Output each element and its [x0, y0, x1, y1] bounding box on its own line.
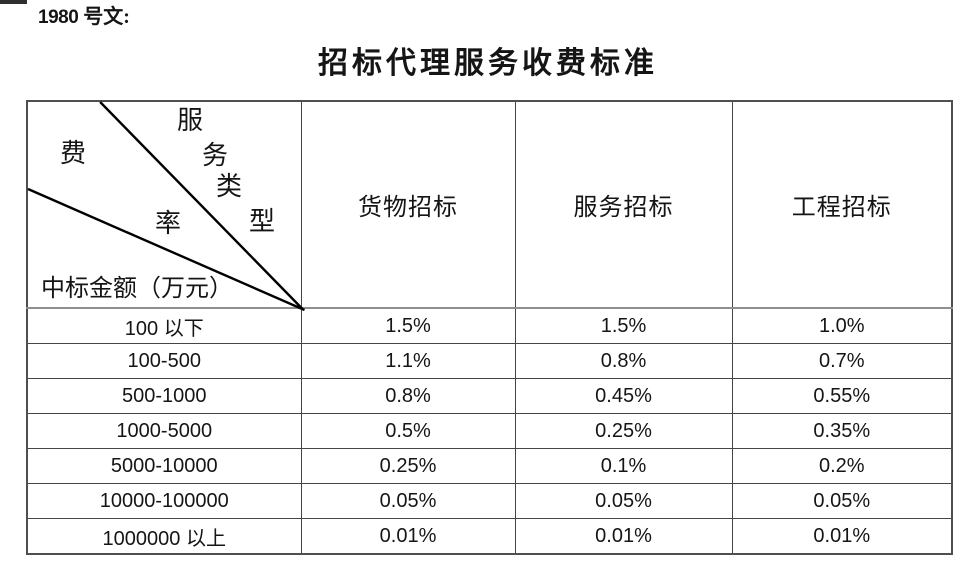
fee-cell: 0.25%: [300, 448, 516, 484]
table-row: 1000000 以上 0.01% 0.01% 0.01%: [26, 518, 953, 555]
corner-service-type-char-4: 型: [249, 207, 276, 236]
corner-service-type-char-3: 类: [216, 172, 243, 201]
row-label: 10000-100000: [26, 483, 302, 519]
fee-cell: 0.01%: [514, 518, 733, 555]
scan-artifact-mark: [0, 0, 27, 4]
corner-header-cell: 服 务 类 型 费 率 中标金额（万元）: [26, 100, 305, 312]
fee-cell: 0.8%: [514, 343, 733, 379]
table-header-row: 服 务 类 型 费 率 中标金额（万元） 货物招标 服务招标 工程招标: [26, 100, 953, 312]
corner-rate-char-2: 率: [155, 209, 182, 238]
fee-cell: 0.2%: [731, 448, 953, 484]
fee-cell: 0.55%: [731, 378, 953, 414]
corner-amount-axis-label: 中标金额（万元）: [41, 276, 233, 302]
fee-cell: 0.25%: [514, 413, 733, 449]
fee-cell: 1.0%: [731, 307, 953, 344]
diagonal-lines: [27, 101, 305, 312]
table-row: 5000-10000 0.25% 0.1% 0.2%: [26, 448, 953, 484]
doc-number: 1980 号文:: [38, 5, 130, 30]
table-row: 1000-5000 0.5% 0.25% 0.35%: [26, 413, 953, 449]
fee-cell: 0.45%: [514, 378, 733, 414]
table-row: 100 以下 1.5% 1.5% 1.0%: [26, 307, 953, 344]
row-label: 1000000 以上: [26, 518, 302, 555]
column-header-goods-bidding: 货物招标: [300, 100, 516, 309]
row-label: 5000-10000: [26, 448, 302, 484]
row-label: 1000-5000: [26, 413, 302, 449]
fee-cell: 0.7%: [731, 343, 953, 379]
row-label: 100 以下: [26, 307, 302, 344]
corner-rate-char-1: 费: [60, 139, 87, 168]
fee-cell: 0.05%: [731, 483, 953, 519]
diagonal-line-upper: [99, 101, 304, 310]
fee-cell: 0.1%: [514, 448, 733, 484]
fee-cell: 1.1%: [300, 343, 516, 379]
row-label: 100-500: [26, 343, 302, 379]
fee-cell: 1.5%: [514, 307, 733, 344]
table-row: 10000-100000 0.05% 0.05% 0.05%: [26, 483, 953, 519]
column-header-works-bidding: 工程招标: [731, 100, 953, 309]
fee-cell: 0.8%: [300, 378, 516, 414]
doc-number-label: 号文:: [78, 6, 130, 28]
fee-cell: 0.05%: [514, 483, 733, 519]
table-row: 100-500 1.1% 0.8% 0.7%: [26, 343, 953, 379]
row-label: 500-1000: [26, 378, 302, 414]
fee-cell: 1.5%: [300, 307, 516, 344]
diagonal-line-lower: [27, 187, 305, 312]
column-header-service-bidding: 服务招标: [514, 100, 733, 309]
fee-cell: 0.05%: [300, 483, 516, 519]
fee-cell: 0.5%: [300, 413, 516, 449]
fee-cell: 0.01%: [300, 518, 516, 555]
fee-cell: 0.35%: [731, 413, 953, 449]
corner-service-type-char-1: 服: [177, 106, 204, 135]
table-row: 500-1000 0.8% 0.45% 0.55%: [26, 378, 953, 414]
doc-number-value: 1980: [38, 7, 79, 28]
corner-service-type-char-2: 务: [202, 141, 229, 170]
page-title: 招标代理服务收费标准: [318, 47, 658, 80]
fee-table: 服 务 类 型 费 率 中标金额（万元） 货物招标 服务招标 工程招标 100 …: [26, 100, 953, 555]
fee-cell: 0.01%: [731, 518, 953, 555]
